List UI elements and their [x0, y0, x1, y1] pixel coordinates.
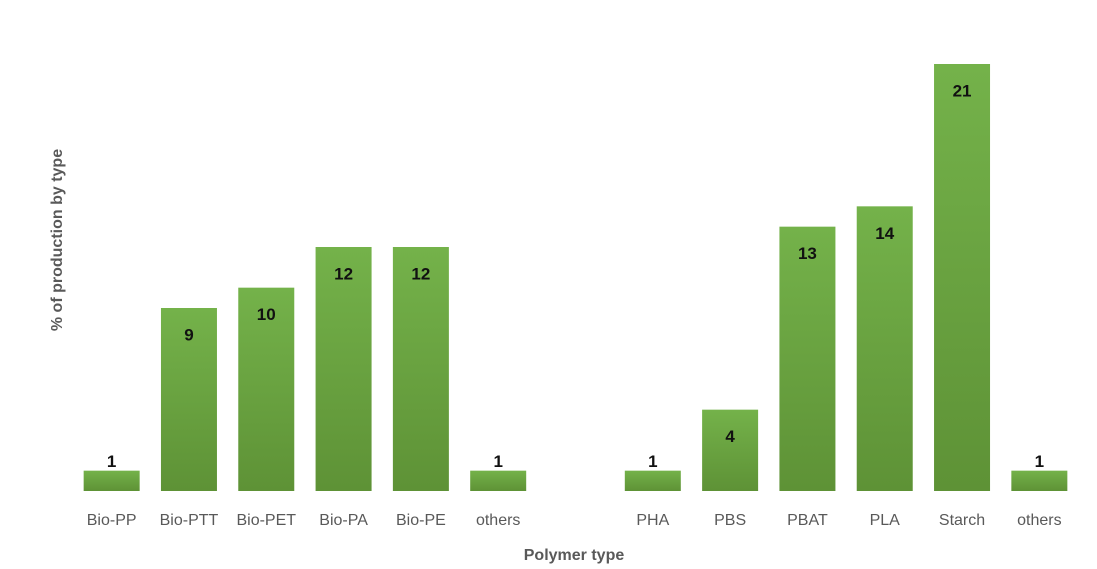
bar: [856, 206, 913, 492]
value-label: 1: [493, 452, 502, 471]
x-tick-label: Bio-PTT: [160, 512, 219, 529]
x-axis-label: Polymer type: [524, 547, 625, 564]
value-label: 1: [648, 452, 657, 471]
bar: [315, 247, 372, 491]
value-label: 12: [411, 264, 430, 283]
x-tick-label: PLA: [870, 512, 901, 529]
bar: [83, 470, 140, 491]
value-label: 1: [1035, 452, 1044, 471]
x-tick-label: PHA: [636, 512, 669, 529]
bar: [160, 308, 217, 491]
value-label: 14: [875, 224, 894, 243]
x-tick-label: Bio-PET: [236, 512, 296, 529]
bar: [934, 64, 991, 491]
x-tick-label: Bio-PP: [87, 512, 137, 529]
x-tick-label: others: [1017, 512, 1061, 529]
y-axis-label: % of production by type: [49, 149, 66, 331]
bar: [779, 226, 836, 491]
bar: [392, 247, 449, 491]
value-label: 13: [798, 244, 817, 263]
bar: [624, 470, 681, 491]
bar: [470, 470, 527, 491]
x-tick-label: PBS: [714, 512, 746, 529]
x-tick-label: Bio-PE: [396, 512, 446, 529]
value-label: 10: [257, 305, 276, 324]
value-label: 4: [725, 427, 735, 446]
value-label: 9: [184, 325, 193, 344]
bar: [238, 287, 295, 491]
x-tick-label: Bio-PA: [319, 512, 368, 529]
x-tick-label: Starch: [939, 512, 985, 529]
value-label: 21: [953, 81, 972, 100]
value-label: 12: [334, 264, 353, 283]
x-tick-label: PBAT: [787, 512, 828, 529]
bar: [1011, 470, 1068, 491]
x-tick-label: others: [476, 512, 520, 529]
value-label: 1: [107, 452, 116, 471]
bar: [702, 409, 759, 491]
